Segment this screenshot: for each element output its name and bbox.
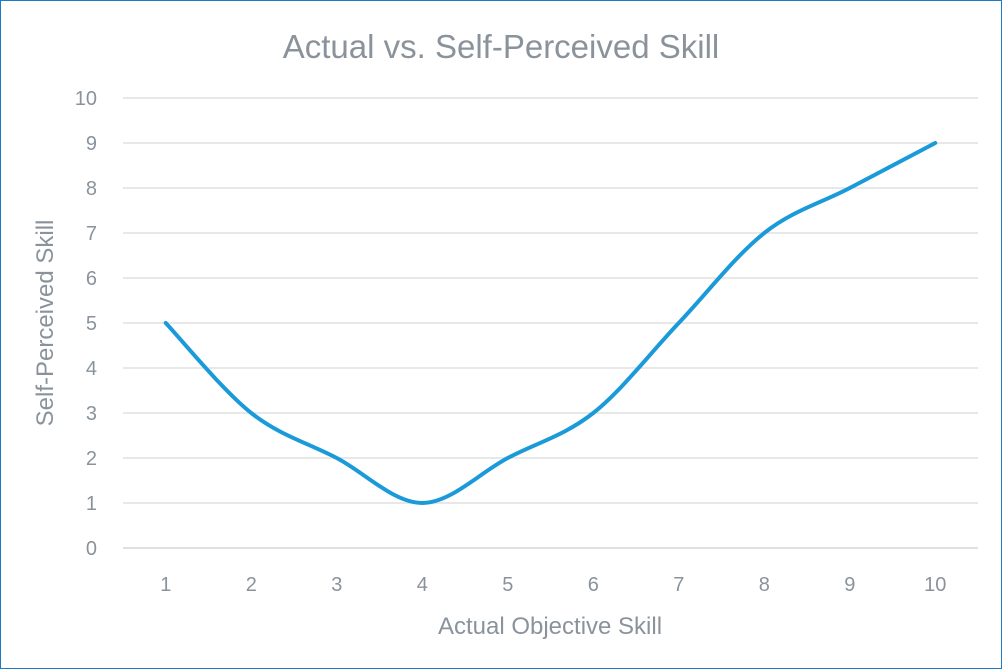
gridlines (123, 97, 978, 549)
chart-title: Actual vs. Self-Perceived Skill (283, 28, 720, 65)
y-tick-label: 8 (86, 178, 97, 200)
y-tick-label: 5 (86, 313, 97, 335)
x-tick-label: 9 (844, 574, 855, 596)
x-tick-label: 1 (160, 574, 171, 596)
y-tick-label: 6 (86, 268, 97, 290)
y-tick-label: 2 (86, 448, 97, 470)
x-tick-label: 8 (759, 574, 770, 596)
y-axis-ticks: 0 1 2 3 4 5 6 7 8 9 10 (75, 88, 97, 560)
x-tick-label: 4 (417, 574, 428, 596)
y-tick-label: 4 (86, 358, 97, 380)
y-tick-label: 3 (86, 403, 97, 425)
y-tick-label: 1 (86, 493, 97, 515)
x-tick-label: 10 (924, 574, 946, 596)
x-tick-label: 5 (502, 574, 513, 596)
y-tick-label: 10 (75, 88, 97, 110)
y-tick-label: 0 (86, 538, 97, 560)
x-tick-label: 7 (673, 574, 684, 596)
series-line (163, 141, 938, 505)
x-tick-label: 6 (588, 574, 599, 596)
x-axis-ticks: 1 2 3 4 5 6 7 8 9 10 (160, 574, 946, 596)
x-tick-label: 2 (246, 574, 257, 596)
y-tick-label: 9 (86, 133, 97, 155)
y-tick-label: 7 (86, 223, 97, 245)
y-axis-label: Self-Perceived Skill (32, 220, 59, 427)
x-axis-label: Actual Objective Skill (438, 613, 662, 640)
series-layer (163, 141, 938, 505)
x-tick-label: 3 (331, 574, 342, 596)
